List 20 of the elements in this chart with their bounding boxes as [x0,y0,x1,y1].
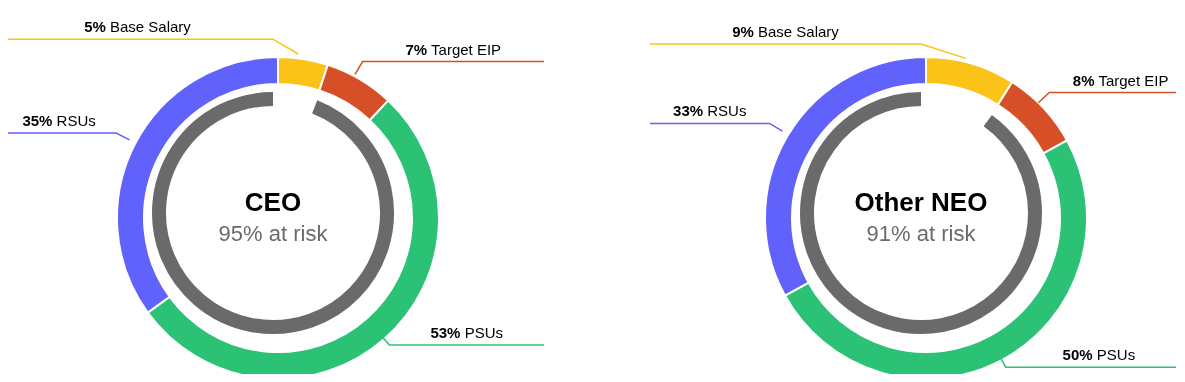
text: CEO [244,187,302,217]
slice-label: Target EIP [427,40,502,58]
data-label: 33% [673,102,704,120]
slice-label: PSUs [1092,346,1136,364]
slice-label: Base Salary [753,22,840,40]
text: 95% at risk [218,221,329,246]
slice-label: Base Salary [105,18,192,36]
data-label: 53% [430,324,461,342]
slice-label: RSUs [703,102,747,120]
slice-label: RSUs [52,112,96,130]
data-label: 5% [84,18,106,36]
text: Other NEO [854,187,988,217]
data-label: 9% [732,22,754,40]
text: 91% at risk [866,221,977,246]
slice-label: PSUs [460,324,503,342]
data-label: 50% [1062,346,1093,364]
slice-label: Target EIP [1094,71,1169,89]
data-label: 7% [405,40,428,58]
data-label: 8% [1072,71,1095,89]
data-label: 35% [22,112,53,130]
